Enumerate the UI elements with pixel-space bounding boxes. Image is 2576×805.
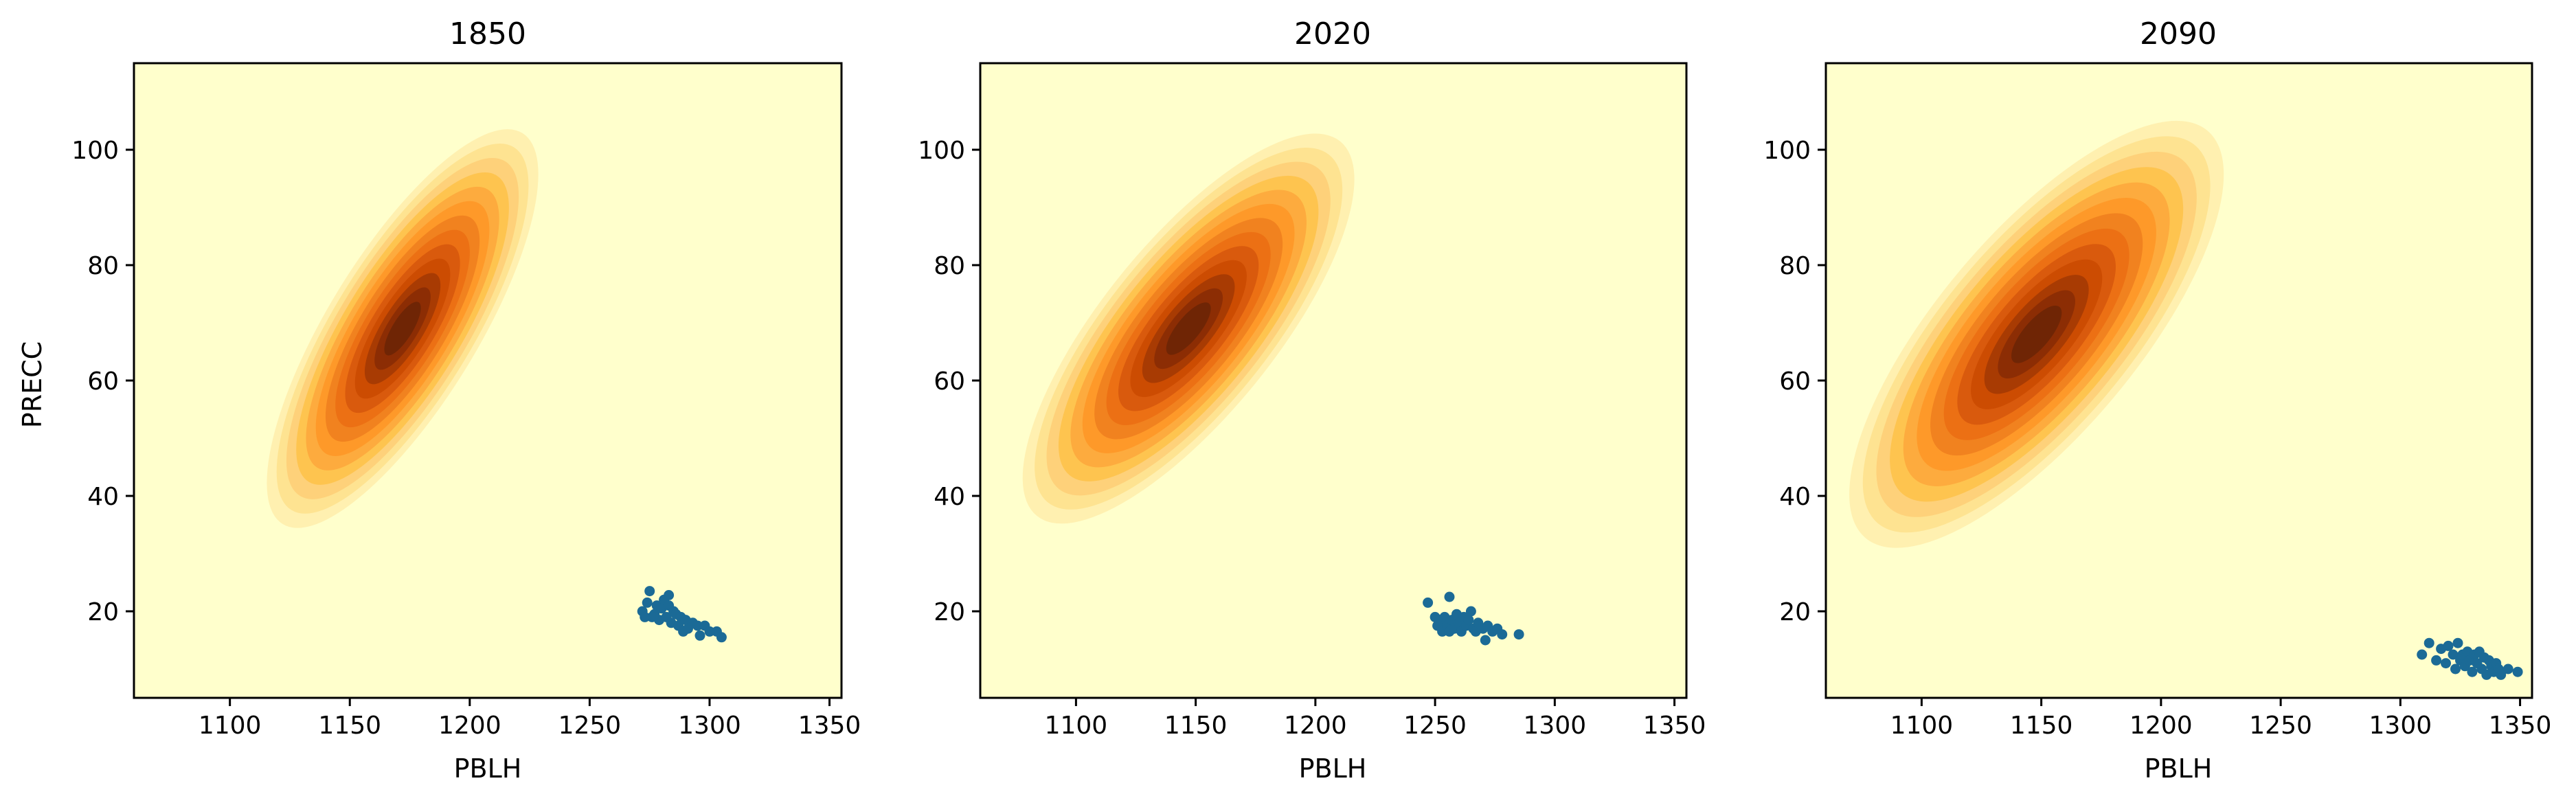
scatter-point <box>2424 637 2434 648</box>
x-tick-label: 1250 <box>2249 712 2312 740</box>
scatter-point <box>2441 658 2451 669</box>
x-tick-label: 1300 <box>1524 712 1587 740</box>
panel-title: 2090 <box>2140 16 2217 52</box>
panel-title: 1850 <box>449 16 526 52</box>
panel-2090: 2090 PBLH 1100 1150 1200 1250 1300 1350 20 40 60… <box>1763 16 2551 784</box>
y-tick-label: 100 <box>1763 137 1811 165</box>
x-tick-label: 1300 <box>678 712 741 740</box>
density-contour-level <box>2011 305 2062 363</box>
scatter-point <box>2452 637 2463 648</box>
scatter-point <box>704 626 715 637</box>
density-contour-level <box>384 302 421 356</box>
y-tick-label: 20 <box>87 598 119 626</box>
scatter-point <box>2467 666 2478 677</box>
density-contour-level <box>1166 302 1211 355</box>
plot-area <box>980 63 1686 698</box>
panel-2020: 2020 PBLH 1100 1150 1200 1250 1300 1350 20 40 60… <box>918 16 1706 784</box>
x-tick-label: 1350 <box>798 712 861 740</box>
scatter-point <box>2502 664 2513 674</box>
density-contours <box>267 129 539 528</box>
y-tick-label: 60 <box>87 367 119 396</box>
density-contours <box>1849 120 2224 548</box>
y-tick-label: 80 <box>87 252 119 280</box>
x-tick-label: 1250 <box>558 712 622 740</box>
scatter-point <box>2431 655 2442 666</box>
scatter-point <box>644 586 655 597</box>
plot-area <box>134 63 841 698</box>
x-tick-label: 1200 <box>438 712 501 740</box>
x-tick-label: 1100 <box>199 712 262 740</box>
x-tick-label: 1100 <box>1890 712 1954 740</box>
plot-area <box>1826 63 2532 698</box>
scatter-point <box>1465 606 1476 617</box>
panel-title: 2020 <box>1294 16 1371 52</box>
x-tick-label: 1200 <box>2129 712 2193 740</box>
scatter-point <box>692 620 703 631</box>
scatter-point <box>2512 666 2523 677</box>
scatter-point <box>2496 669 2507 680</box>
y-tick-label: 20 <box>1779 598 1811 626</box>
y-axis-label: PRECC <box>17 341 47 428</box>
x-tick-label: 1350 <box>1643 712 1706 740</box>
scatter-point <box>664 590 675 600</box>
scatter-point <box>1463 615 1474 626</box>
y-tick-label: 60 <box>1779 367 1811 396</box>
x-tick-label: 1350 <box>2489 712 2552 740</box>
scatter-point <box>716 632 727 643</box>
scatter-point <box>694 630 705 641</box>
x-axis-label: PBLH <box>454 753 522 784</box>
density-contours <box>1022 133 1355 524</box>
scatter-point <box>1480 635 1491 646</box>
scatter-point <box>2448 649 2459 660</box>
x-tick-label: 1150 <box>1164 712 1228 740</box>
scatter-point <box>2443 640 2454 651</box>
scatter-point <box>1497 629 1508 640</box>
scatter-point <box>2417 649 2428 660</box>
scatter-point <box>2450 664 2461 674</box>
y-tick-label: 100 <box>918 137 965 165</box>
scatter-point <box>1513 629 1524 640</box>
y-tick-label: 40 <box>87 483 119 511</box>
x-tick-label: 1100 <box>1045 712 1108 740</box>
x-tick-label: 1300 <box>2369 712 2432 740</box>
x-tick-label: 1250 <box>1403 712 1467 740</box>
x-axis-label: PBLH <box>2145 753 2213 784</box>
scatter-point <box>640 611 651 622</box>
x-tick-label: 1150 <box>318 712 381 740</box>
panel-1850: 1850 PRECC PBLH 1100 1150 1200 1250 1300 1350… <box>17 16 861 784</box>
y-tick-label: 40 <box>1779 483 1811 511</box>
y-tick-label: 100 <box>71 137 119 165</box>
y-tick-label: 80 <box>934 252 965 280</box>
x-tick-label: 1200 <box>1284 712 1347 740</box>
y-tick-label: 60 <box>934 367 965 396</box>
y-tick-label: 80 <box>1779 252 1811 280</box>
x-axis-label: PBLH <box>1299 753 1367 784</box>
y-tick-label: 40 <box>934 483 965 511</box>
scatter-point <box>646 611 657 622</box>
scatter-point <box>642 597 653 608</box>
x-tick-label: 1150 <box>2010 712 2073 740</box>
y-tick-label: 20 <box>934 598 965 626</box>
scatter-point <box>1444 591 1455 602</box>
scatter-point <box>1423 597 1434 608</box>
